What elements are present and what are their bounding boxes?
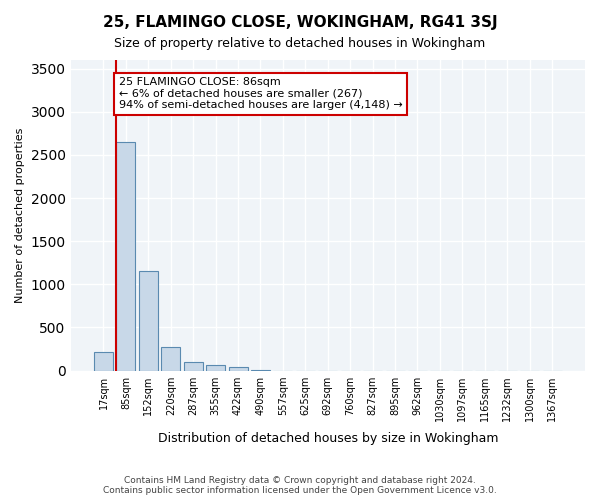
Bar bbox=[229, 367, 248, 370]
Text: Contains HM Land Registry data © Crown copyright and database right 2024.
Contai: Contains HM Land Registry data © Crown c… bbox=[103, 476, 497, 495]
Bar bbox=[184, 362, 203, 370]
Bar bbox=[116, 142, 136, 370]
Bar bbox=[139, 272, 158, 370]
Bar bbox=[161, 347, 180, 370]
Text: Size of property relative to detached houses in Wokingham: Size of property relative to detached ho… bbox=[115, 38, 485, 51]
Text: 25, FLAMINGO CLOSE, WOKINGHAM, RG41 3SJ: 25, FLAMINGO CLOSE, WOKINGHAM, RG41 3SJ bbox=[103, 15, 497, 30]
Bar bbox=[94, 352, 113, 370]
Y-axis label: Number of detached properties: Number of detached properties bbox=[15, 128, 25, 303]
Bar bbox=[206, 366, 225, 370]
Text: 25 FLAMINGO CLOSE: 86sqm
← 6% of detached houses are smaller (267)
94% of semi-d: 25 FLAMINGO CLOSE: 86sqm ← 6% of detache… bbox=[119, 78, 403, 110]
X-axis label: Distribution of detached houses by size in Wokingham: Distribution of detached houses by size … bbox=[158, 432, 498, 445]
